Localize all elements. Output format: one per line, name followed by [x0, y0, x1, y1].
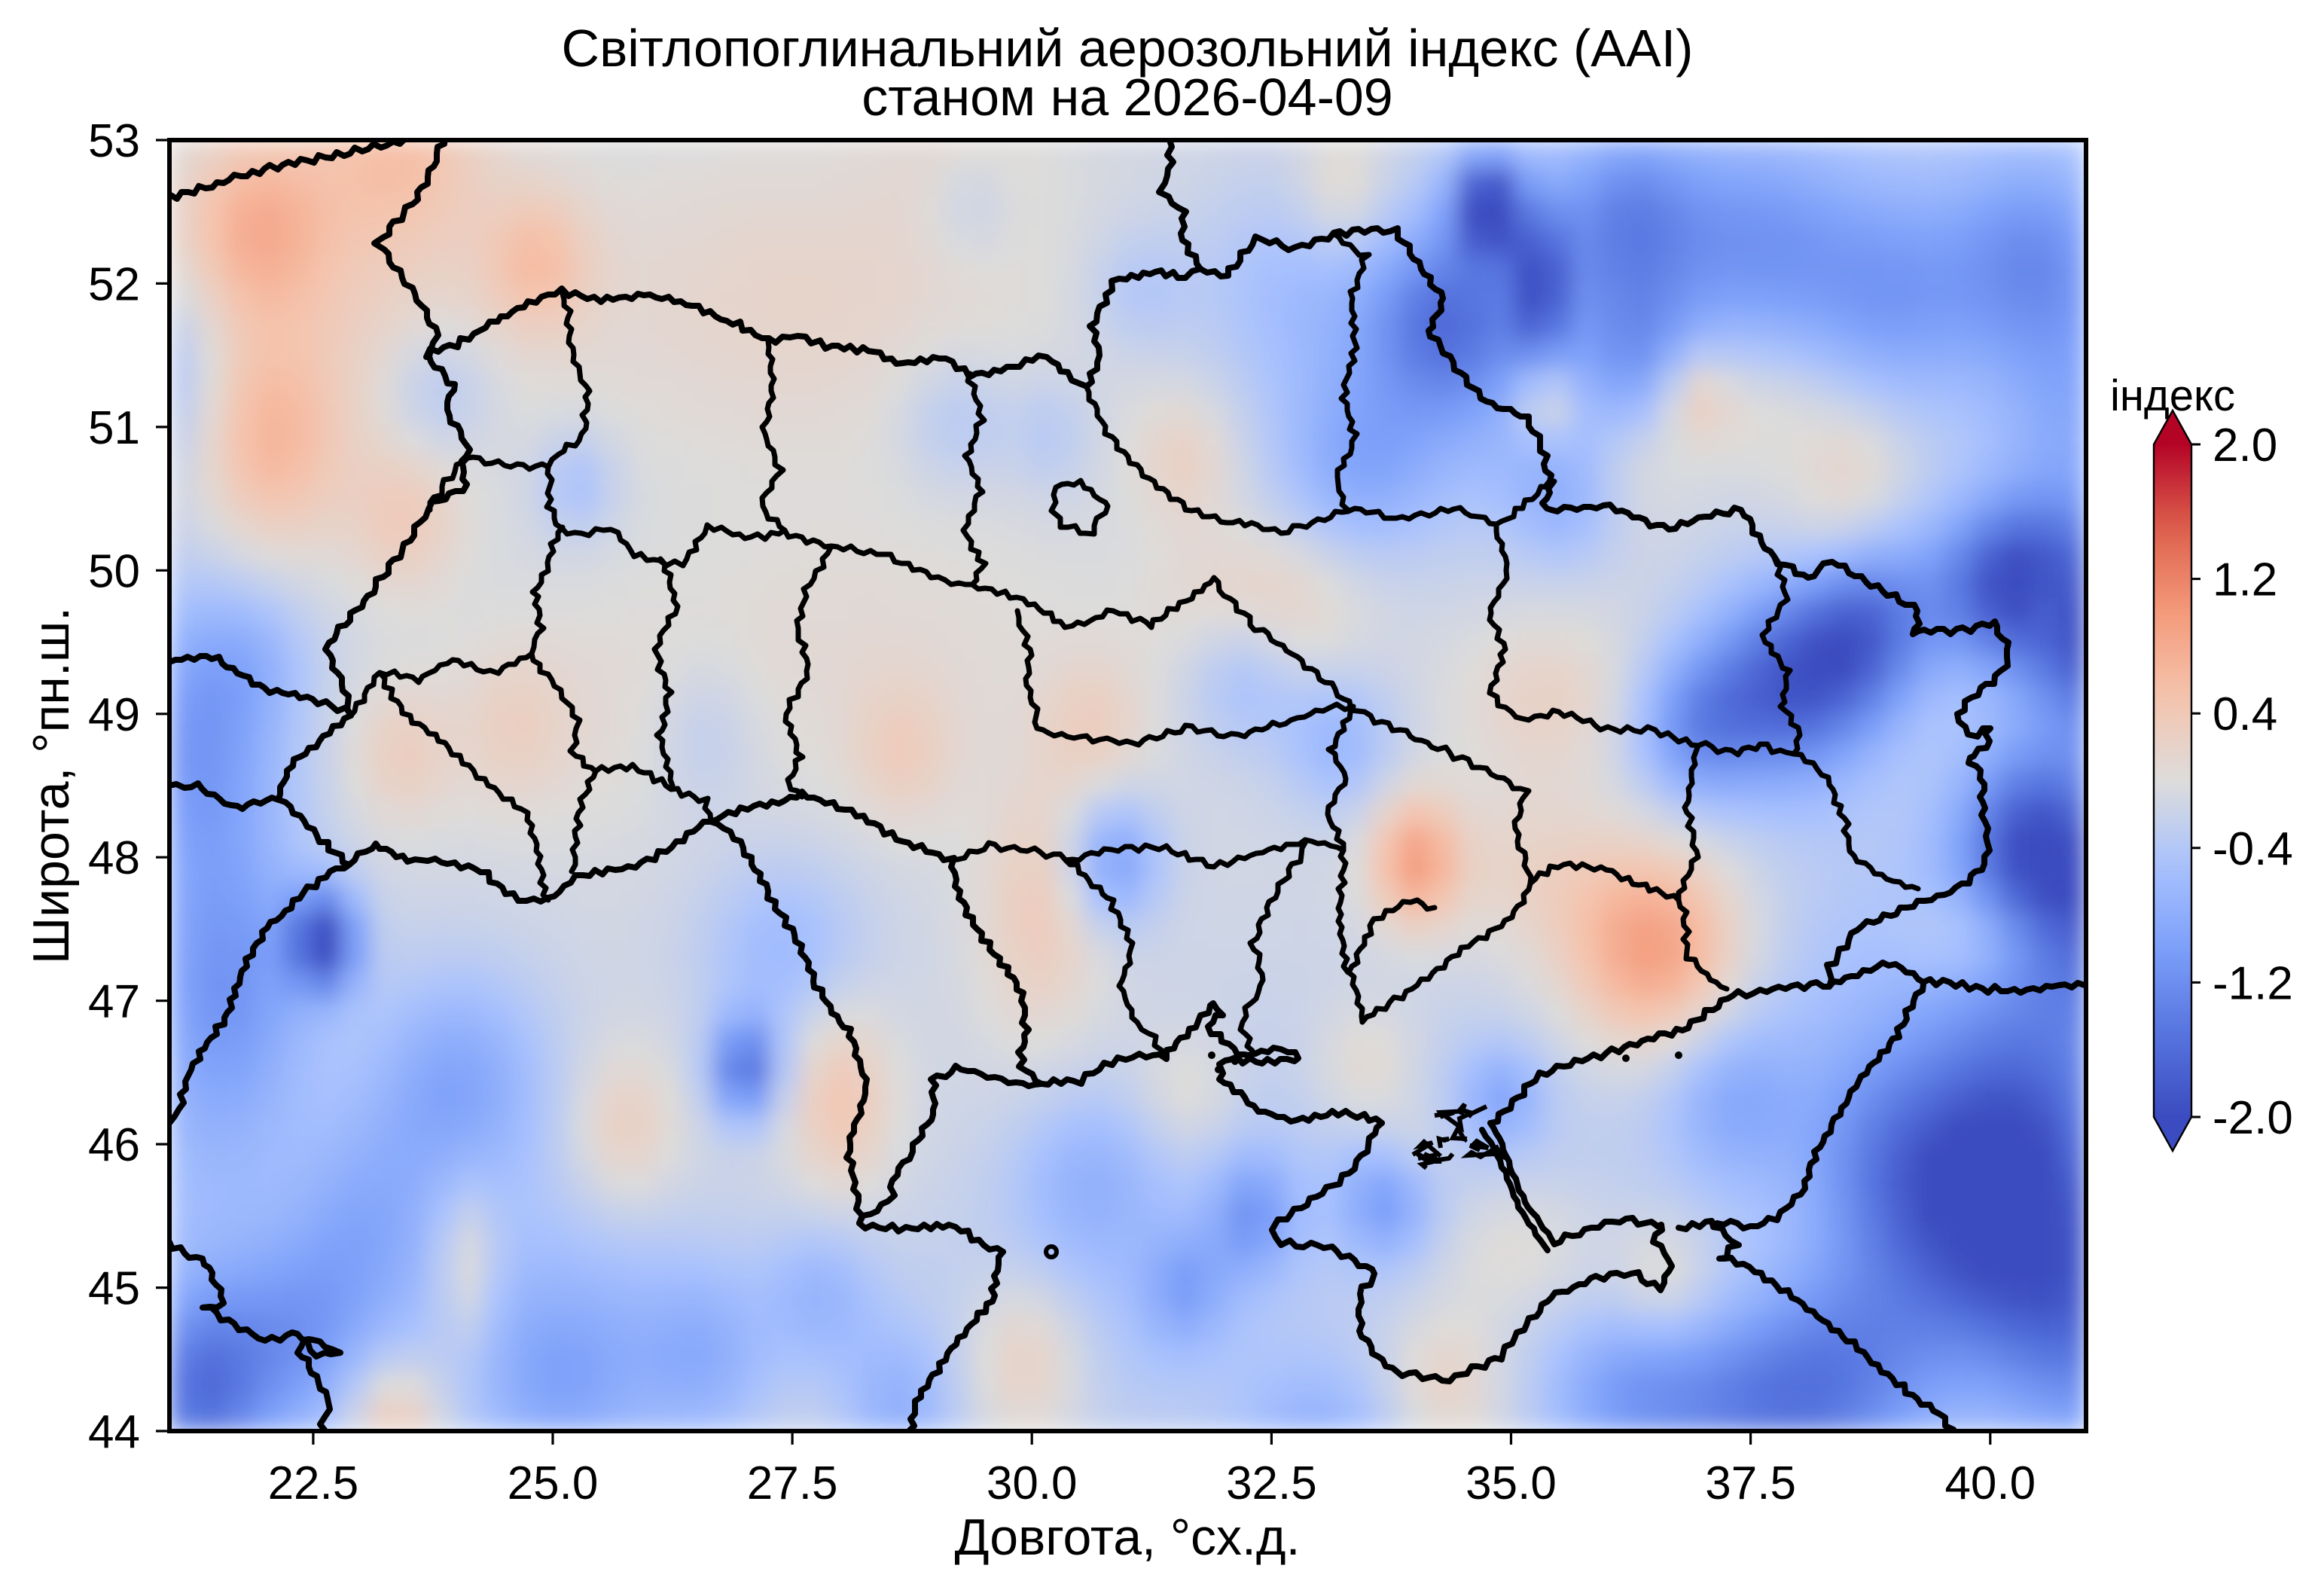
svg-text:37.5: 37.5 [1705, 1457, 1796, 1509]
svg-text:Світлопоглинальний аерозольний: Світлопоглинальний аерозольний індекс (A… [562, 19, 1694, 78]
svg-text:51: 51 [88, 402, 140, 454]
svg-text:2.0: 2.0 [2213, 420, 2277, 471]
svg-text:32.5: 32.5 [1226, 1457, 1317, 1509]
svg-text:48: 48 [88, 832, 140, 884]
svg-text:49: 49 [88, 689, 140, 741]
svg-text:44: 44 [88, 1406, 140, 1458]
svg-text:52: 52 [88, 258, 140, 310]
svg-text:40.0: 40.0 [1944, 1457, 2036, 1509]
svg-text:-2.0: -2.0 [2213, 1092, 2293, 1144]
svg-text:27.5: 27.5 [747, 1457, 838, 1509]
svg-text:46: 46 [88, 1119, 140, 1171]
svg-text:-0.4: -0.4 [2213, 823, 2293, 875]
svg-text:Широта, °пн.ш.: Широта, °пн.ш. [23, 607, 80, 964]
svg-text:53: 53 [88, 115, 140, 167]
svg-text:45: 45 [88, 1263, 140, 1315]
svg-text:Довгота, °сх.д.: Довгота, °сх.д. [954, 1509, 1300, 1566]
svg-text:35.0: 35.0 [1465, 1457, 1557, 1509]
svg-text:30.0: 30.0 [987, 1457, 1078, 1509]
svg-text:-1.2: -1.2 [2213, 957, 2293, 1009]
svg-text:22.5: 22.5 [268, 1457, 359, 1509]
svg-text:1.2: 1.2 [2213, 554, 2277, 606]
svg-text:станом на 2026-04-09: станом на 2026-04-09 [862, 68, 1392, 127]
svg-text:25.0: 25.0 [508, 1457, 599, 1509]
svg-text:50: 50 [88, 545, 140, 597]
svg-text:47: 47 [88, 976, 140, 1028]
svg-text:0.4: 0.4 [2213, 688, 2277, 740]
svg-text:індекс: індекс [2110, 371, 2235, 420]
